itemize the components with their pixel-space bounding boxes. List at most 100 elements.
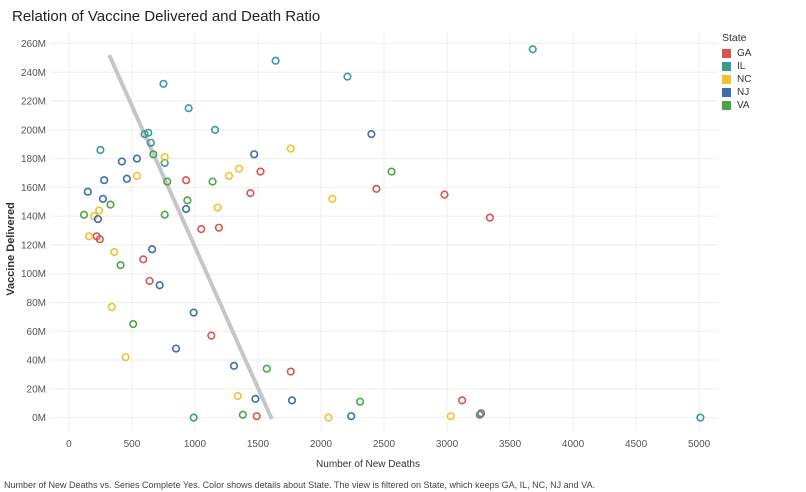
data-point-ga[interactable] [145,276,154,286]
data-point-nj[interactable] [98,194,108,204]
data-point-il[interactable] [160,158,169,168]
data-point-ga[interactable] [246,189,255,198]
data-point-va[interactable] [160,210,169,219]
data-point-nc[interactable] [213,203,222,212]
legend-swatch [722,88,731,97]
data-point-nj[interactable] [93,214,102,224]
data-point-va[interactable] [116,260,125,270]
data-point-nj[interactable] [250,150,259,159]
x-tick-label: 2500 [373,439,396,450]
data-point-il[interactable] [96,145,105,155]
data-point-va[interactable] [129,319,138,329]
data-point-nc[interactable] [446,412,455,421]
x-tick-label: 1500 [247,439,270,450]
data-point-il[interactable] [528,45,537,54]
data-point-nc[interactable] [286,144,295,153]
data-point-nc[interactable] [324,413,333,422]
data-point-ga[interactable] [458,396,467,405]
data-point-ga[interactable] [207,331,216,340]
data-point-ga[interactable] [182,176,191,185]
data-point-il[interactable] [696,413,705,422]
y-tick-label: 200M [21,125,46,136]
data-point-il[interactable] [271,56,280,65]
data-point-nc[interactable] [121,353,130,362]
x-tick-label: 5000 [688,439,711,450]
y-tick-label: 100M [21,269,46,280]
legend-item-ga[interactable]: GA [722,47,751,60]
data-point-ga[interactable] [286,367,295,376]
data-point-nj[interactable] [147,245,157,254]
legend-item-il[interactable]: IL [722,60,751,73]
data-point-nc[interactable] [234,164,244,173]
data-point-ga[interactable] [485,213,494,222]
data-point-nc[interactable] [84,232,94,241]
data-point-il[interactable] [189,413,198,422]
data-point-nj[interactable] [83,187,92,196]
data-point-nj[interactable] [100,176,109,185]
legend-item-nc[interactable]: NC [722,73,751,86]
data-point-nj[interactable] [367,130,376,139]
data-point-il[interactable] [343,72,352,81]
data-point-ga[interactable] [475,410,484,419]
data-point-nc[interactable] [224,171,234,180]
data-point-ga[interactable] [95,235,104,244]
y-tick-label: 240M [21,68,46,79]
data-point-il[interactable] [184,104,193,113]
trend-line-layer [107,54,274,420]
data-point-va[interactable] [238,410,247,419]
data-point-nj[interactable] [347,412,356,421]
data-point-va[interactable] [262,364,271,373]
legend-label: VA [737,100,750,111]
data-point-va[interactable] [79,210,89,219]
data-point-nj[interactable] [287,396,297,405]
data-point-nj[interactable] [171,344,181,353]
data-point-va[interactable] [106,200,115,209]
y-tick-label: 180M [21,154,46,165]
data-point-nj[interactable] [117,157,126,166]
data-points [79,45,705,422]
data-point-il[interactable] [146,138,155,147]
data-point-nj[interactable] [229,361,239,370]
grid-lines [50,32,718,432]
data-point-nc[interactable] [233,391,242,401]
trend-line [107,54,274,420]
data-point-va[interactable] [163,177,172,186]
y-tick-label: 260M [21,39,46,50]
legend-swatch [722,75,731,84]
data-point-il[interactable] [211,125,220,134]
legend-title: State [722,32,747,44]
data-point-ga[interactable] [440,190,449,199]
data-point-nc[interactable] [107,302,116,311]
data-point-ga[interactable] [252,412,261,421]
y-tick-labels: 0M 20M 40M 60M 80M 100M 120M 140M 160M 180M 200M 22… [21,39,46,424]
data-point-nj[interactable] [122,174,131,183]
y-tick-label: 40M [27,356,46,367]
data-point-nc[interactable] [110,248,119,257]
legend-item-nj[interactable]: NJ [722,86,751,99]
legend-label: IL [737,61,746,72]
data-point-nj[interactable] [251,394,260,404]
data-point-nj[interactable] [155,281,164,290]
data-point-va[interactable] [387,167,396,176]
data-point-ga[interactable] [372,184,381,193]
data-point-nc[interactable] [95,206,104,215]
data-point-nc[interactable] [132,171,142,180]
data-point-va[interactable] [149,150,158,159]
data-point-va[interactable] [355,397,365,406]
data-point-il[interactable] [476,409,486,418]
data-point-ga[interactable] [256,167,265,176]
data-point-va[interactable] [208,177,217,186]
data-point-nc[interactable] [160,153,169,162]
data-point-il[interactable] [140,130,149,139]
legend-item-va[interactable]: VA [722,99,751,112]
data-point-nj[interactable] [182,204,191,214]
data-point-va[interactable] [183,196,192,205]
data-point-il[interactable] [144,128,153,137]
data-point-nj[interactable] [132,154,142,163]
data-point-ga[interactable] [214,223,223,232]
data-point-nc[interactable] [328,194,337,204]
data-point-il[interactable] [159,79,168,88]
data-point-ga[interactable] [139,255,148,264]
data-point-ga[interactable] [197,225,206,234]
data-point-nj[interactable] [189,308,198,317]
